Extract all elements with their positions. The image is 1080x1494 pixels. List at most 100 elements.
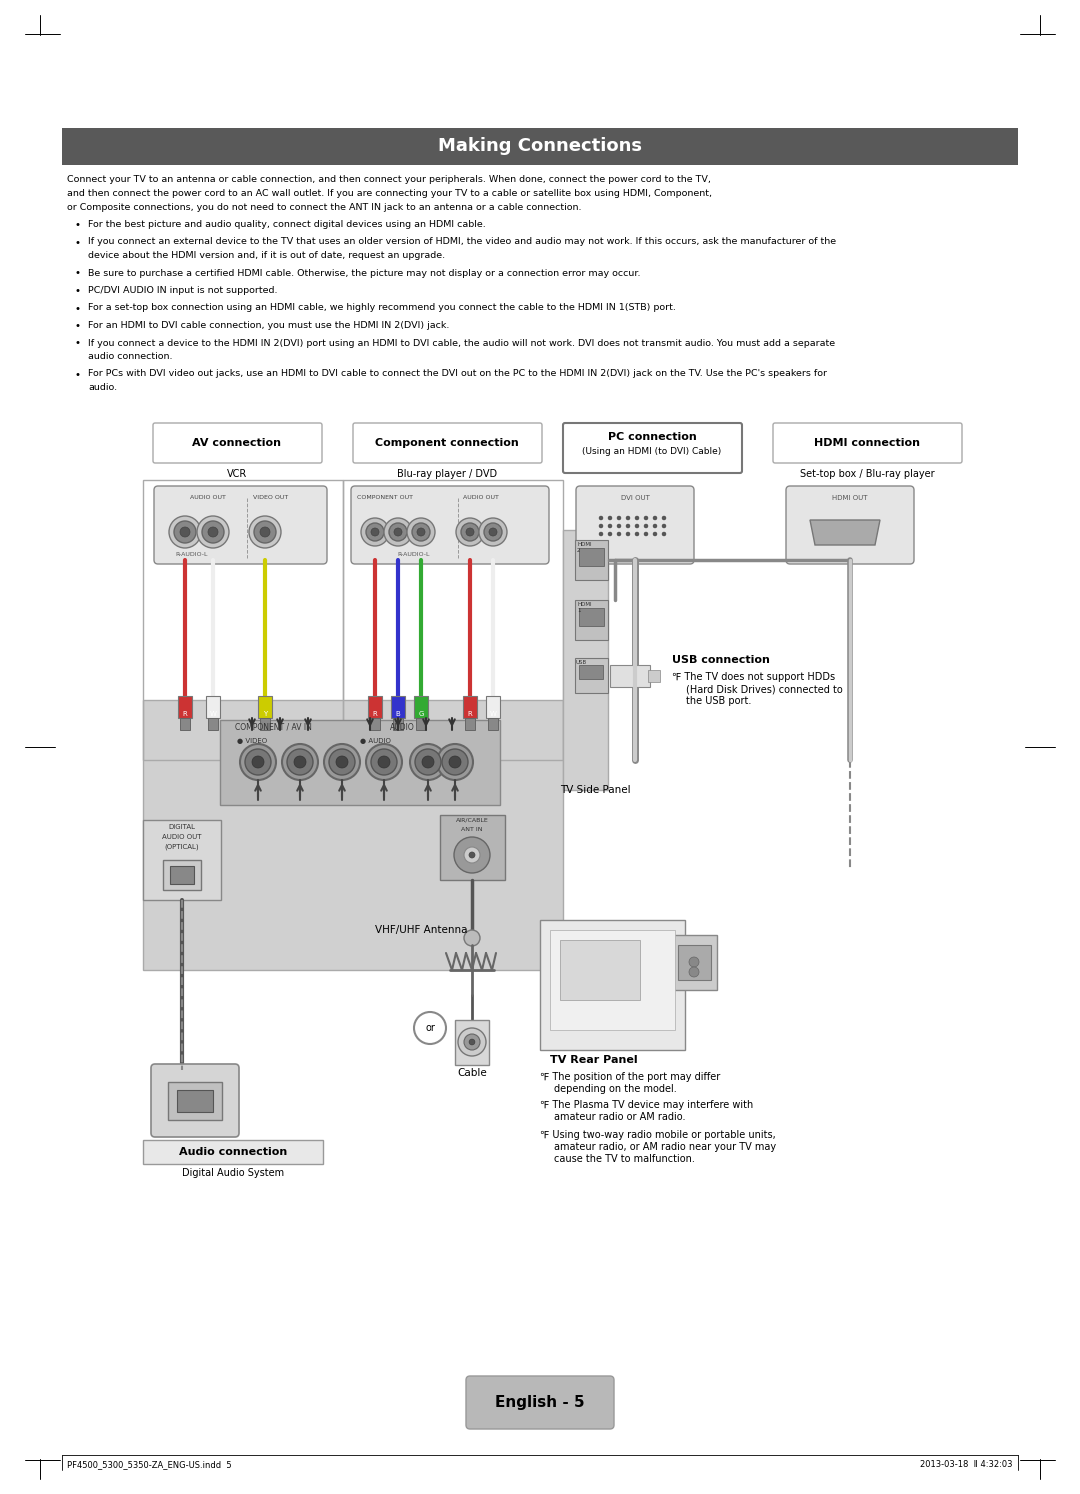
Circle shape xyxy=(689,967,699,977)
Circle shape xyxy=(407,518,435,545)
Text: If you connect an external device to the TV that uses an older version of HDMI, : If you connect an external device to the… xyxy=(87,238,836,247)
Circle shape xyxy=(415,748,441,775)
Text: DIGITAL: DIGITAL xyxy=(168,825,195,831)
Circle shape xyxy=(449,756,461,768)
Circle shape xyxy=(411,523,430,541)
Text: •: • xyxy=(75,269,81,278)
Text: COMPONENT / AV IN: COMPONENT / AV IN xyxy=(235,723,312,732)
Text: TV Rear Panel: TV Rear Panel xyxy=(550,1055,637,1065)
Text: Component connection: Component connection xyxy=(375,438,518,448)
Circle shape xyxy=(394,527,402,536)
FancyBboxPatch shape xyxy=(154,486,327,565)
Circle shape xyxy=(484,523,502,541)
Bar xyxy=(455,1020,489,1065)
FancyBboxPatch shape xyxy=(153,423,322,463)
Circle shape xyxy=(626,515,630,520)
Text: ℉ Using two-way radio mobile or portable units,: ℉ Using two-way radio mobile or portable… xyxy=(540,1129,775,1140)
Bar xyxy=(575,657,608,693)
Circle shape xyxy=(378,756,390,768)
Circle shape xyxy=(653,532,657,536)
Circle shape xyxy=(617,524,621,527)
Circle shape xyxy=(608,524,612,527)
Text: W: W xyxy=(489,711,497,717)
Circle shape xyxy=(464,847,480,864)
Text: ℉ The TV does not support HDDs: ℉ The TV does not support HDDs xyxy=(672,672,835,681)
Text: (Using an HDMI (to DVI) Cable): (Using an HDMI (to DVI) Cable) xyxy=(582,448,721,457)
Text: AV connection: AV connection xyxy=(192,438,282,448)
Bar xyxy=(393,719,403,731)
FancyBboxPatch shape xyxy=(351,486,549,565)
Bar xyxy=(177,1091,213,1112)
Bar xyxy=(550,929,675,1029)
Circle shape xyxy=(653,515,657,520)
Text: ● AUDIO: ● AUDIO xyxy=(360,738,391,744)
Circle shape xyxy=(662,524,666,527)
Bar xyxy=(168,1082,222,1120)
Text: •: • xyxy=(75,220,81,230)
Bar xyxy=(579,608,604,626)
Bar xyxy=(440,816,505,880)
Bar xyxy=(170,867,194,884)
Text: VIDEO OUT: VIDEO OUT xyxy=(253,495,288,500)
Bar xyxy=(178,696,192,719)
Bar xyxy=(595,512,675,542)
Circle shape xyxy=(626,524,630,527)
Circle shape xyxy=(599,532,603,536)
Text: USB connection: USB connection xyxy=(672,654,770,665)
Text: audio.: audio. xyxy=(87,382,117,391)
Circle shape xyxy=(480,518,507,545)
Circle shape xyxy=(464,929,480,946)
Bar xyxy=(260,719,270,731)
Text: For the best picture and audio quality, connect digital devices using an HDMI ca: For the best picture and audio quality, … xyxy=(87,220,486,229)
Text: If you connect a device to the HDMI IN 2(DVI) port using an HDMI to DVI cable, t: If you connect a device to the HDMI IN 2… xyxy=(87,339,835,348)
Text: COMPONENT OUT: COMPONENT OUT xyxy=(357,495,413,500)
Text: PF4500_5300_5350-ZA_ENG-US.indd  5: PF4500_5300_5350-ZA_ENG-US.indd 5 xyxy=(67,1460,231,1469)
Circle shape xyxy=(254,521,276,542)
Text: Set-top box / Blu-ray player: Set-top box / Blu-ray player xyxy=(799,469,934,480)
Text: VCR: VCR xyxy=(227,469,247,480)
FancyBboxPatch shape xyxy=(465,1376,615,1428)
Text: PC/DVI AUDIO IN input is not supported.: PC/DVI AUDIO IN input is not supported. xyxy=(87,285,278,294)
Text: PC connection: PC connection xyxy=(608,432,697,442)
Bar xyxy=(163,861,201,890)
Circle shape xyxy=(489,527,497,536)
Text: For a set-top box connection using an HDMI cable, we highly recommend you connec: For a set-top box connection using an HD… xyxy=(87,303,676,312)
Circle shape xyxy=(599,524,603,527)
Text: R-AUDIO-L: R-AUDIO-L xyxy=(397,551,430,557)
Bar xyxy=(648,669,660,681)
Circle shape xyxy=(626,532,630,536)
Circle shape xyxy=(689,958,699,967)
Bar xyxy=(343,480,563,760)
Circle shape xyxy=(372,527,379,536)
Bar xyxy=(465,719,475,731)
Circle shape xyxy=(294,756,306,768)
FancyBboxPatch shape xyxy=(353,423,542,463)
Circle shape xyxy=(372,748,397,775)
Text: AUDIO: AUDIO xyxy=(390,723,415,732)
Bar xyxy=(488,719,498,731)
Bar xyxy=(540,920,685,1050)
Bar xyxy=(579,548,604,566)
Circle shape xyxy=(644,515,648,520)
Text: TV Side Panel: TV Side Panel xyxy=(561,784,631,795)
Text: Be sure to purchase a certified HDMI cable. Otherwise, the picture may not displ: Be sure to purchase a certified HDMI cab… xyxy=(87,269,640,278)
Circle shape xyxy=(389,523,407,541)
Bar xyxy=(414,696,428,719)
Bar xyxy=(206,696,220,719)
Text: amateur radio, or AM radio near your TV may: amateur radio, or AM radio near your TV … xyxy=(554,1141,777,1152)
Circle shape xyxy=(617,515,621,520)
FancyBboxPatch shape xyxy=(151,1064,239,1137)
FancyBboxPatch shape xyxy=(576,486,694,565)
Circle shape xyxy=(442,748,468,775)
Circle shape xyxy=(174,521,195,542)
Text: HDMI OUT: HDMI OUT xyxy=(833,495,867,500)
Bar xyxy=(258,696,272,719)
Text: For PCs with DVI video out jacks, use an HDMI to DVI cable to connect the DVI ou: For PCs with DVI video out jacks, use an… xyxy=(87,369,827,378)
Bar xyxy=(575,539,608,580)
Circle shape xyxy=(662,515,666,520)
Bar xyxy=(391,696,405,719)
Bar xyxy=(143,1140,323,1164)
Circle shape xyxy=(464,1034,480,1050)
Circle shape xyxy=(458,1028,486,1056)
Polygon shape xyxy=(810,520,880,545)
